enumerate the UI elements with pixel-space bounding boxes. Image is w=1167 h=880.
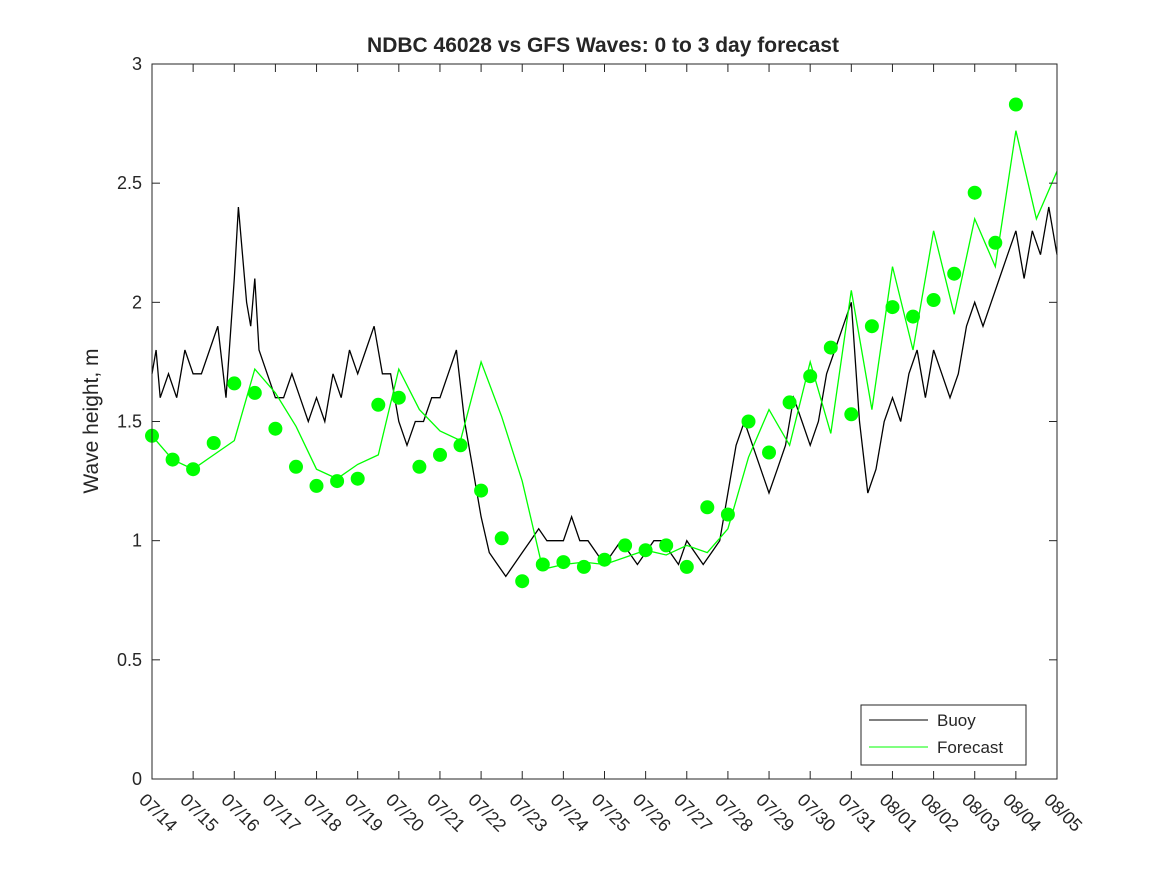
forecast-marker [576,559,591,574]
y-tick-label: 2.5 [117,173,142,193]
forecast-marker [289,459,303,474]
forecast-marker [165,452,180,467]
y-tick-label: 0 [132,769,142,789]
forecast-marker [391,390,406,405]
forecast-marker [515,574,530,589]
forecast-marker [453,438,468,453]
forecast-marker [926,293,941,307]
forecast-marker [186,462,201,477]
forecast-marker [967,185,982,200]
legend-forecast-label: Forecast [937,738,1003,757]
plot-area [145,64,1058,779]
forecast-marker [947,266,962,281]
forecast-marker [700,500,715,515]
series-line-buoy-0 [151,206,1058,578]
forecast-marker [350,471,365,486]
forecast-marker [803,369,818,384]
forecast-marker [638,543,653,558]
y-tick-label: 2 [132,292,142,312]
forecast-marker [741,414,756,429]
forecast-marker [597,552,612,567]
y-tick-label: 1.5 [117,412,142,432]
forecast-marker [782,395,797,410]
legend: Buoy Forecast [860,704,1027,766]
legend-buoy-label: Buoy [937,711,976,730]
forecast-marker [823,340,838,355]
forecast-marker [474,483,489,498]
forecast-marker [433,447,447,462]
forecast-marker [988,235,1003,250]
forecast-marker [535,557,550,572]
forecast-marker [844,407,859,422]
forecast-marker [1008,97,1023,112]
forecast-marker [330,474,345,489]
y-tick-label: 1 [132,531,142,551]
forecast-marker [371,397,386,412]
forecast-marker [556,555,571,570]
forecast-marker [618,538,633,553]
y-tick-label: 3 [132,54,142,74]
forecast-marker [762,445,776,460]
legend-box [860,704,1027,766]
forecast-marker [720,507,735,522]
forecast-marker [412,459,427,474]
forecast-marker [679,559,694,574]
forecast-marker [906,309,920,324]
forecast-marker [268,421,283,436]
forecast-marker [659,538,674,553]
plot-background [152,64,1057,779]
forecast-marker [206,436,221,450]
forecast-marker [227,376,242,391]
forecast-marker [309,478,324,493]
forecast-marker [864,319,879,334]
forecast-marker [247,385,262,400]
y-axis-label: Wave height, m [80,348,103,493]
forecast-marker [494,531,509,546]
chart-title: NDBC 46028 vs GFS Waves: 0 to 3 day fore… [367,34,839,57]
y-tick-label: 0.5 [117,650,142,670]
forecast-marker [885,300,900,315]
